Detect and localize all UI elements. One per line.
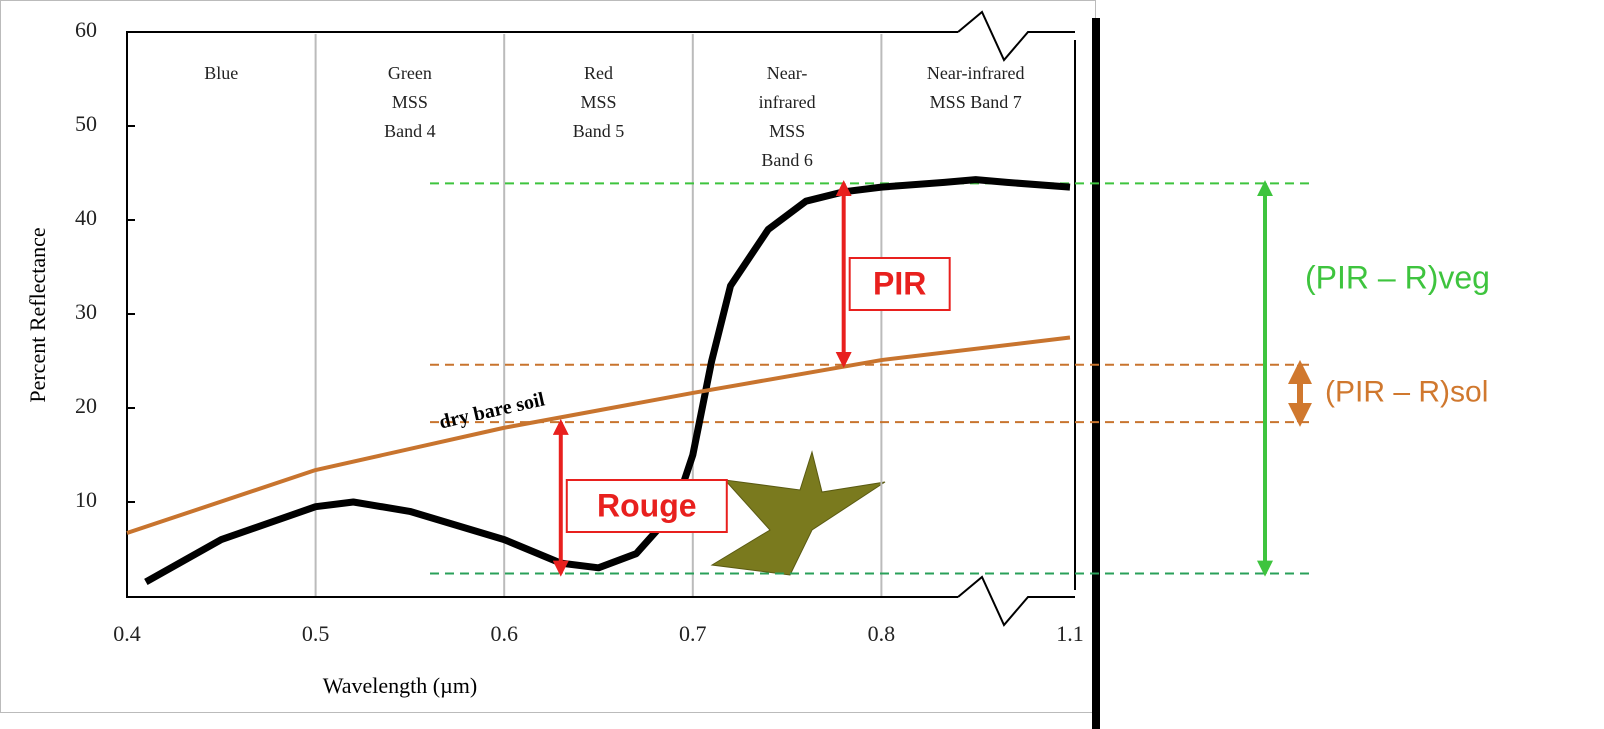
x-tick-label: 0.5 xyxy=(302,621,330,646)
y-tick-label: 40 xyxy=(75,205,97,230)
band-label: Blue xyxy=(204,63,238,83)
band-label: Band 4 xyxy=(384,121,436,141)
band-label: MSS xyxy=(392,92,428,112)
frame-shadow xyxy=(1092,18,1100,729)
band-label: Near-infrared xyxy=(927,63,1025,83)
band-label: MSS xyxy=(580,92,616,112)
y-tick-label: 50 xyxy=(75,111,97,136)
arrow-label: Rouge xyxy=(597,487,697,523)
y-tick-label: 30 xyxy=(75,299,97,324)
band-label: Band 6 xyxy=(761,150,813,170)
y-tick-label: 20 xyxy=(75,393,97,418)
band-label: infrared xyxy=(759,92,816,112)
y-tick-label: 10 xyxy=(75,487,97,512)
band-label: Band 5 xyxy=(573,121,625,141)
x-tick-label: 0.4 xyxy=(113,621,141,646)
x-tick-label: 0.8 xyxy=(868,621,896,646)
arrow-label: PIR xyxy=(873,265,926,301)
x-tick-label: 0.7 xyxy=(679,621,707,646)
band-label: MSS xyxy=(769,121,805,141)
x-axis-label: Wavelength (µm) xyxy=(323,673,477,698)
band-label: Near- xyxy=(767,63,808,83)
arrow-label: (PIR – R)veg xyxy=(1305,259,1490,295)
x-tick-label: 0.6 xyxy=(490,621,518,646)
x-tick-label: 1.1 xyxy=(1056,621,1084,646)
arrow-label: (PIR – R)sol xyxy=(1325,375,1488,408)
y-tick-label: 60 xyxy=(75,17,97,42)
y-axis-label: Percent Reflectance xyxy=(25,227,50,402)
band-label: MSS Band 7 xyxy=(930,92,1022,112)
band-label: Green xyxy=(388,63,432,83)
band-label: Red xyxy=(584,63,613,83)
chart: Wavelength (µm) Percent Reflectance 0.4 0… xyxy=(0,0,1604,729)
